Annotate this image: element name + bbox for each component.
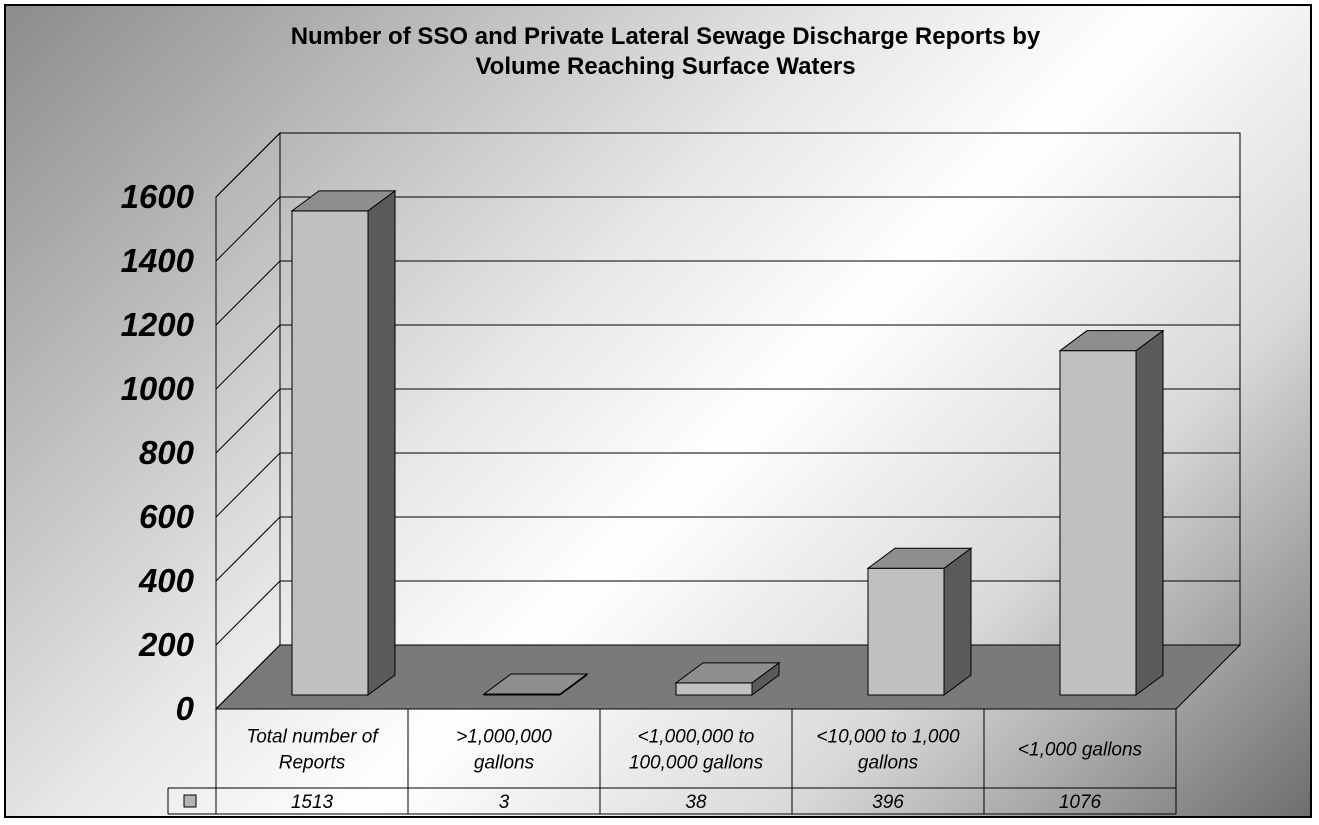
bar-top-3 <box>866 547 973 569</box>
side-gridline-1200 <box>215 260 281 326</box>
category-label-2-line-1: 100,000 gallons <box>629 753 764 774</box>
side-gridline-1600 <box>215 132 281 198</box>
data-label-0: 1513 <box>291 792 334 813</box>
chart-frame: 0 200 400 600 800 1000 1200 1400 1600 Total numb… <box>4 4 1312 818</box>
bars <box>290 189 1165 696</box>
y-tick-label-1000: 1000 <box>121 370 195 407</box>
category-label-1-line-1: gallons <box>474 753 535 774</box>
bar-side-0 <box>367 189 396 696</box>
category-label-0-line-1: Reports <box>279 753 346 774</box>
bar-top-0 <box>290 190 397 212</box>
category-label-2-line-0: <1,000,000 to <box>638 727 755 748</box>
bar-side-3 <box>943 547 972 696</box>
y-tick-label-1400: 1400 <box>121 242 195 279</box>
side-gridline-200 <box>215 580 281 646</box>
bar-top-4 <box>1058 330 1165 352</box>
chart-plot: 0 200 400 600 800 1000 1200 1400 1600 Total numb… <box>121 131 1242 815</box>
y-tick-label-0: 0 <box>176 690 195 727</box>
bar-side-4 <box>1135 329 1164 696</box>
bar-2 <box>675 682 753 696</box>
chart-title-line-1: Number of SSO and Private Lateral Sewage… <box>290 23 1041 50</box>
bar-top-1 <box>482 673 589 695</box>
data-table: Total number of Reports 1513 >1,000,000 gall… <box>167 709 1177 815</box>
side-gridline-600 <box>215 452 281 518</box>
side-gridline-400 <box>215 516 281 582</box>
data-label-2: 38 <box>685 792 707 813</box>
y-tick-label-200: 200 <box>138 626 195 663</box>
y-tick-label-800: 800 <box>139 434 195 471</box>
category-label-0-line-0: Total number of <box>246 727 379 748</box>
side-gridline-1400 <box>215 196 281 262</box>
y-tick-label-1600: 1600 <box>121 178 195 215</box>
bar-0 <box>291 210 369 696</box>
chart-title: Number of SSO and Private Lateral Sewage… <box>6 22 1310 82</box>
bar-4 <box>1059 350 1137 696</box>
data-label-3: 396 <box>872 792 904 813</box>
legend-key <box>183 794 197 808</box>
category-label-3-line-1: gallons <box>858 753 919 774</box>
category-label-3-line-0: <10,000 to 1,000 <box>816 727 960 748</box>
category-label-4-line-0: <1,000 gallons <box>1018 740 1143 761</box>
bar-3 <box>867 567 945 696</box>
side-gridline-1000 <box>215 324 281 390</box>
data-label-1: 3 <box>499 792 510 813</box>
data-label-4: 1076 <box>1059 792 1102 813</box>
chart-title-line-2: Volume Reaching Surface Waters <box>475 53 856 80</box>
bar-top-2 <box>674 662 781 684</box>
y-axis-ticks: 0 200 400 600 800 1000 1200 1400 1600 <box>121 178 195 727</box>
y-tick-label-1200: 1200 <box>121 306 195 343</box>
y-tick-label-600: 600 <box>139 498 195 535</box>
side-gridline-800 <box>215 388 281 454</box>
y-tick-label-400: 400 <box>138 562 195 599</box>
category-label-1-line-0: >1,000,000 <box>456 727 552 748</box>
